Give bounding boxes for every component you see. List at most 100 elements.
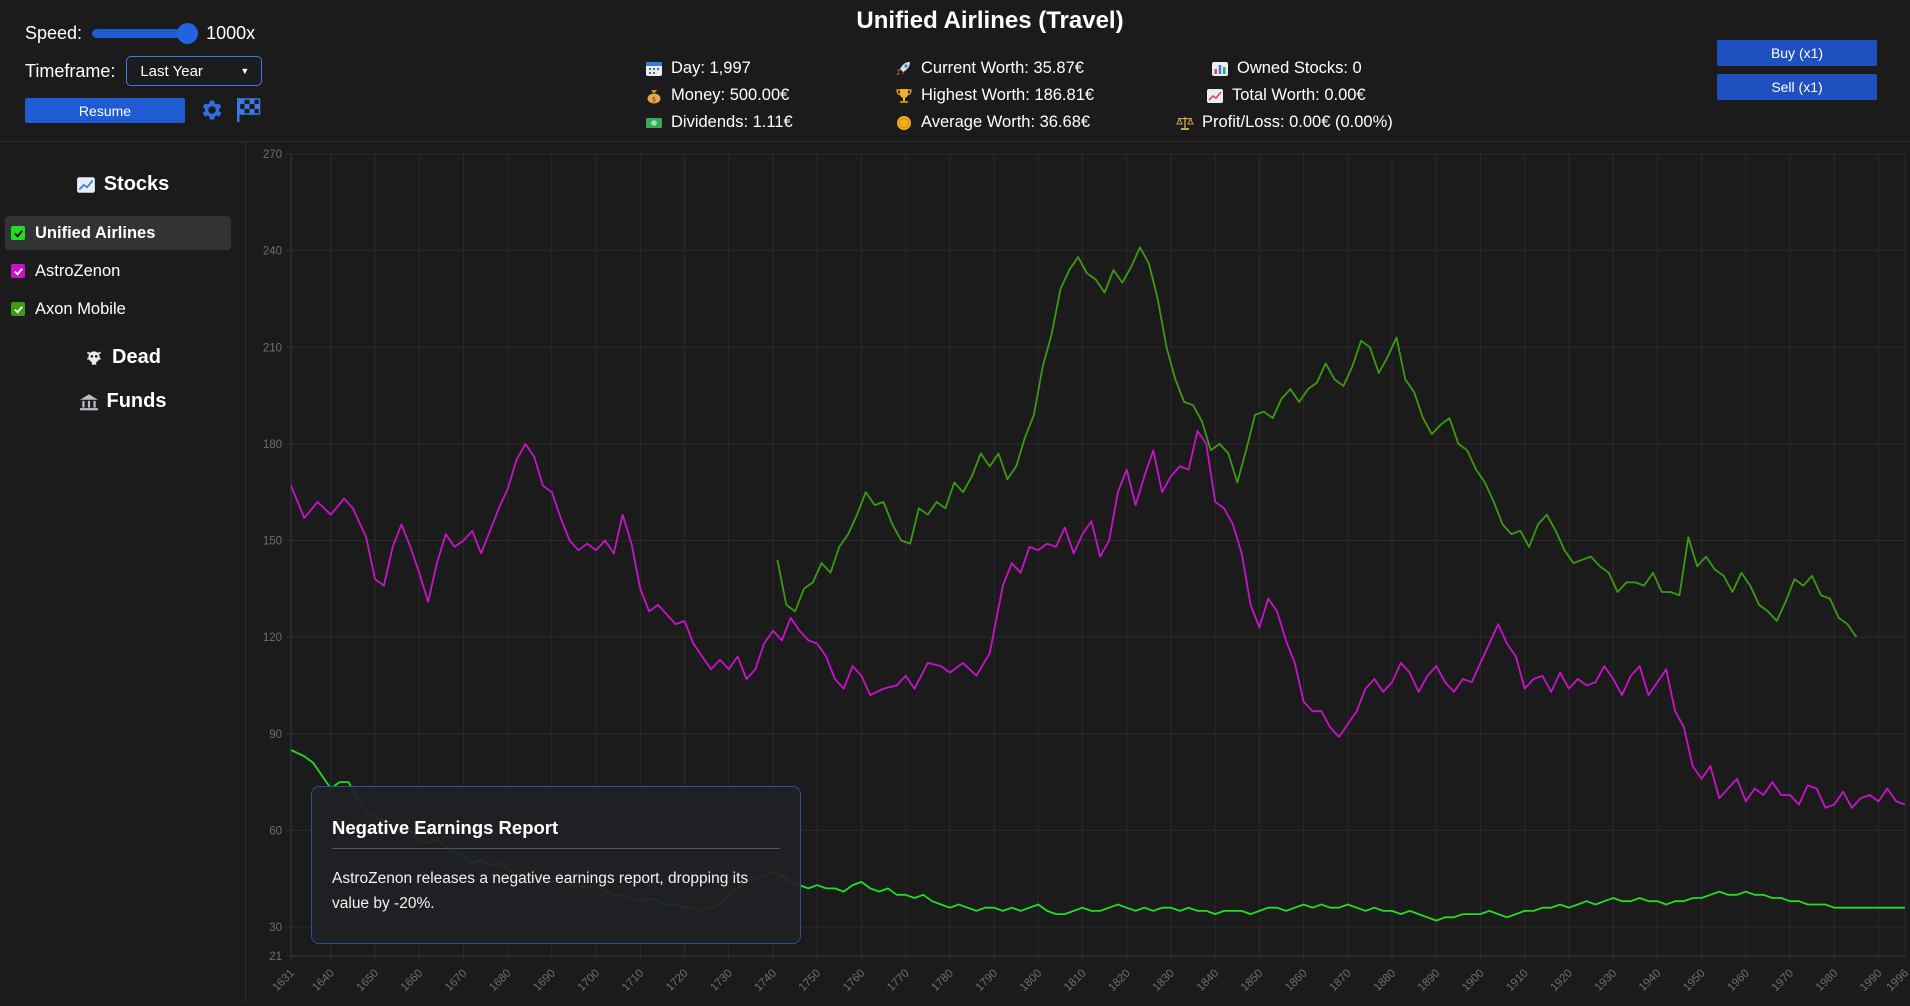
x-tick-label: 1810 <box>1062 967 1089 994</box>
bar-chart-icon <box>1212 61 1228 76</box>
x-tick-label: 1996 <box>1885 967 1910 994</box>
x-tick-label: 1750 <box>797 967 824 994</box>
checkbox-unified-airlines[interactable] <box>11 226 25 240</box>
y-tick-label: 210 <box>263 342 282 354</box>
stats-column-3: Owned Stocks: 0 Total Worth: 0.00€ Profi… <box>1176 55 1393 136</box>
price-chart[interactable]: 1631 1640 1650 1660 1670 1680 1690 1700 1710 1720… <box>246 142 1910 1001</box>
stock-item-astrozenon[interactable]: AstroZenon <box>5 254 231 288</box>
checkmark-icon <box>13 267 23 276</box>
y-tick-label: 60 <box>269 825 282 837</box>
x-tick-label: 1680 <box>487 967 514 994</box>
x-tick-label: 1950 <box>1681 967 1708 994</box>
coin-icon <box>897 115 911 130</box>
checkbox-astrozenon[interactable] <box>11 264 25 278</box>
stat-money: $ Money: 500.00€ <box>645 82 793 109</box>
stock-item-axon-mobile[interactable]: Axon Mobile <box>5 292 231 326</box>
stat-owned-stocks-text: Owned Stocks: 0 <box>1237 59 1362 77</box>
x-tick-label: 1670 <box>443 967 470 994</box>
x-tick-label: 1900 <box>1460 967 1487 994</box>
funds-heading[interactable]: Funds <box>0 390 245 413</box>
timeframe-control: Timeframe: Last Year ▼ <box>25 56 263 86</box>
stock-item-label: Unified Airlines <box>35 223 156 242</box>
chart-increasing-icon <box>1207 88 1223 103</box>
gear-icon[interactable] <box>198 97 224 123</box>
x-tick-label: 1910 <box>1504 967 1531 994</box>
y-tick-label: 240 <box>263 246 282 258</box>
stat-current-worth-text: Current Worth: 35.87€ <box>921 59 1084 77</box>
x-tick-label: 1700 <box>576 967 603 994</box>
tooltip-title: Negative Earnings Report <box>332 787 780 849</box>
stat-current-worth: Current Worth: 35.87€ <box>895 55 1094 82</box>
stat-profit-loss: Profit/Loss: 0.00€ (0.00%) <box>1176 109 1393 136</box>
sell-button[interactable]: Sell (x1) <box>1717 74 1877 100</box>
trophy-icon <box>896 88 912 103</box>
chart-icon <box>76 176 95 193</box>
checkmark-icon <box>13 305 23 314</box>
timeframe-select[interactable]: Last Year ▼ <box>126 56 263 86</box>
x-tick-label: 1770 <box>885 967 912 994</box>
banknote-icon <box>646 117 662 128</box>
dead-heading[interactable]: Dead <box>0 346 245 369</box>
x-tick-label: 1780 <box>929 967 956 994</box>
checkmark-icon <box>13 229 23 238</box>
x-tick-label: 1740 <box>753 967 780 994</box>
y-tick-label: 30 <box>269 922 282 934</box>
stat-total-worth-text: Total Worth: 0.00€ <box>1232 86 1366 104</box>
x-tick-label: 1840 <box>1195 967 1222 994</box>
y-tick-label: 90 <box>269 729 282 741</box>
resume-button[interactable]: Resume <box>25 98 185 123</box>
speed-label: Speed: <box>25 22 83 43</box>
stat-average-worth: Average Worth: 36.68€ <box>895 109 1094 136</box>
dead-heading-label: Dead <box>112 346 161 368</box>
series-line-astrozenon <box>290 430 1906 809</box>
top-bar: Speed: 1000x Timeframe: Last Year ▼ Resu… <box>0 0 1910 142</box>
x-tick-label: 1631 <box>271 967 298 994</box>
stock-item-unified-airlines[interactable]: Unified Airlines <box>5 216 231 250</box>
x-tick-label: 1760 <box>841 967 868 994</box>
speed-value: 1000x <box>206 22 256 43</box>
x-tick-label: 1660 <box>399 967 426 994</box>
timeframe-value: Last Year <box>140 62 203 80</box>
buy-button[interactable]: Buy (x1) <box>1717 40 1877 66</box>
stats-column-1: Day: 1,997 $ Money: 500.00€ Dividends: 1… <box>645 55 793 136</box>
x-tick-label: 1830 <box>1151 967 1178 994</box>
bank-icon <box>79 393 98 410</box>
sidebar: Stocks Unified Airlines AstroZenon Axon … <box>0 142 246 1001</box>
x-tick-label: 1960 <box>1725 967 1752 994</box>
stat-day: Day: 1,997 <box>645 55 793 82</box>
price-chart-svg[interactable]: 1631 1640 1650 1660 1670 1680 1690 1700 1710 1720… <box>246 142 1910 1001</box>
money-bag-icon: $ <box>647 89 661 103</box>
skull-icon <box>86 350 102 365</box>
series-line-axon-mobile <box>776 246 1858 638</box>
stat-day-text: Day: 1,997 <box>671 59 751 77</box>
x-tick-label: 1880 <box>1372 967 1399 994</box>
x-tick-label: 1720 <box>664 967 691 994</box>
x-tick-label: 1890 <box>1416 967 1443 994</box>
checkered-flag-icon[interactable] <box>234 96 262 124</box>
stat-average-worth-text: Average Worth: 36.68€ <box>921 113 1091 131</box>
timeframe-label: Timeframe: <box>25 60 116 81</box>
x-tick-label: 1710 <box>620 967 647 994</box>
checkbox-axon-mobile[interactable] <box>11 302 25 316</box>
speed-slider[interactable] <box>92 22 199 44</box>
stat-highest-worth: Highest Worth: 186.81€ <box>895 82 1094 109</box>
y-tick-label: 150 <box>263 536 282 548</box>
speed-slider-handle[interactable] <box>177 22 199 44</box>
stocks-heading[interactable]: Stocks <box>0 173 245 196</box>
rocket-icon <box>896 61 910 75</box>
y-tick-label: 180 <box>263 439 282 451</box>
y-tick-label: 270 <box>263 149 282 161</box>
x-tick-label: 1860 <box>1283 967 1310 994</box>
stat-dividends: Dividends: 1.11€ <box>645 109 793 136</box>
y-tick-label: 21 <box>269 951 282 963</box>
x-tick-label: 1980 <box>1814 967 1841 994</box>
x-tick-label: 1640 <box>310 967 337 994</box>
stat-highest-worth-text: Highest Worth: 186.81€ <box>921 86 1095 104</box>
funds-heading-label: Funds <box>106 390 167 412</box>
stats-column-2: Current Worth: 35.87€ Highest Worth: 186… <box>895 55 1094 136</box>
x-tick-label: 1650 <box>355 967 382 994</box>
stock-item-label: Axon Mobile <box>35 299 126 318</box>
x-tick-label: 1920 <box>1548 967 1575 994</box>
event-tooltip: Negative Earnings Report AstroZenon rele… <box>311 786 801 944</box>
svg-text:$: $ <box>652 95 656 103</box>
